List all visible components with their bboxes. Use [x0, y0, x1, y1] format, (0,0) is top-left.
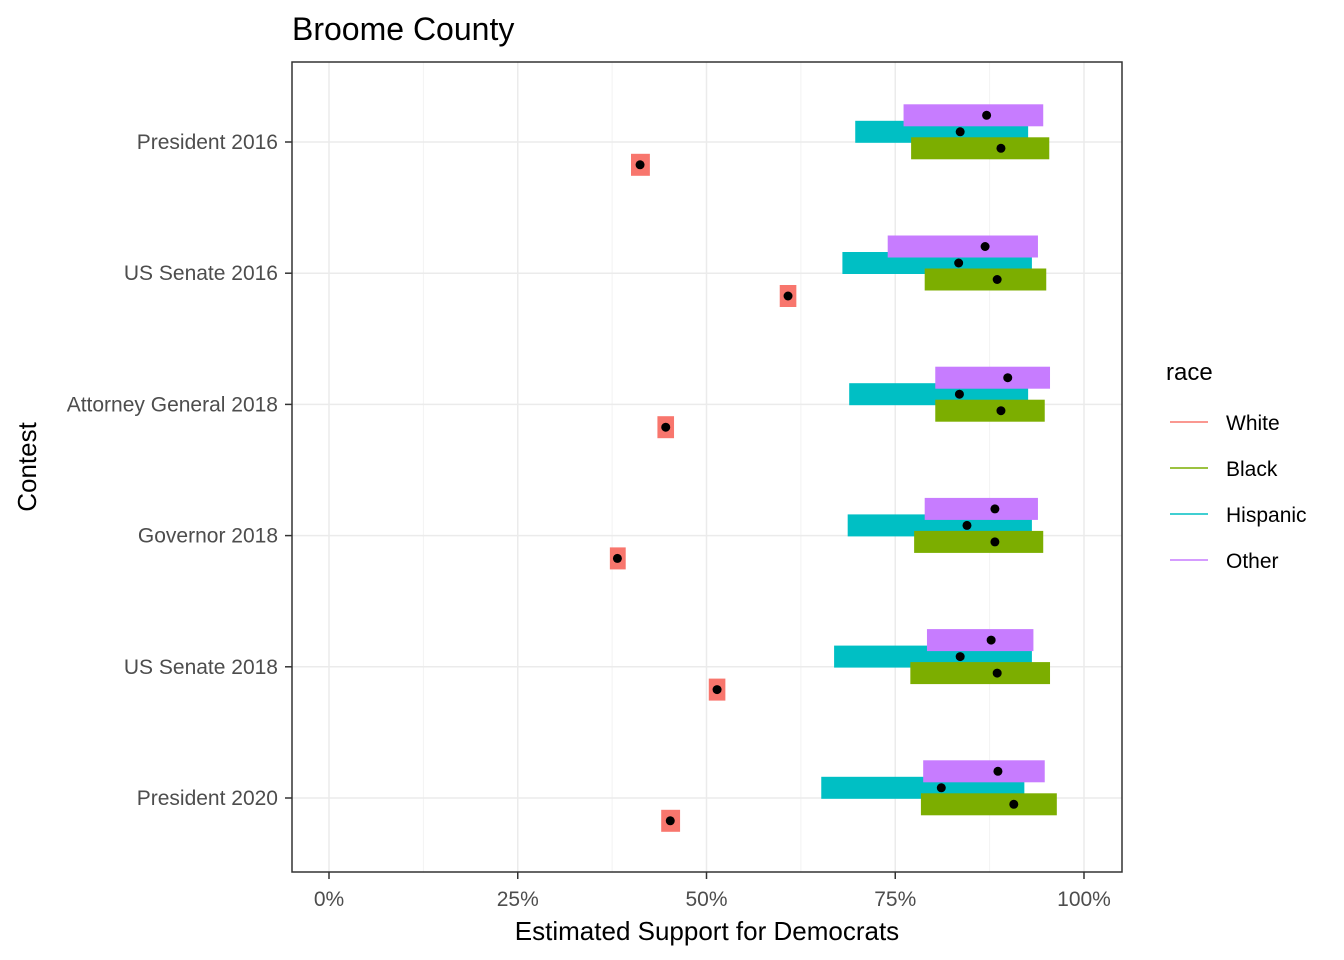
estimate-point-white	[665, 816, 675, 826]
estimate-point-other	[990, 504, 1000, 514]
legend-label-hispanic: Hispanic	[1226, 504, 1307, 527]
chart-title: Broome County	[292, 11, 514, 47]
range-bar-other	[935, 366, 1051, 389]
x-tick-label: 50%	[685, 888, 727, 911]
x-tick-label: 0%	[314, 888, 344, 911]
y-tick-label: Governor 2018	[138, 525, 278, 548]
estimate-point-black	[996, 406, 1006, 416]
estimate-point-white	[783, 291, 793, 301]
range-bar-other	[926, 629, 1034, 652]
estimate-point-black	[990, 537, 1000, 547]
estimate-point-black	[992, 275, 1002, 284]
range-bar-black	[914, 530, 1044, 553]
y-tick-label: US Senate 2018	[124, 656, 278, 679]
estimate-point-hispanic	[954, 389, 964, 399]
chart-marks	[609, 104, 1057, 832]
estimate-point-other	[986, 635, 996, 645]
estimate-point-hispanic	[954, 258, 964, 268]
estimate-point-black	[996, 143, 1006, 153]
estimate-point-hispanic	[962, 520, 972, 530]
range-bar-other	[923, 760, 1045, 783]
legend-label-other: Other	[1226, 550, 1279, 573]
grid	[292, 62, 1122, 872]
estimate-point-hispanic	[955, 652, 965, 662]
range-bar-black	[920, 793, 1057, 816]
estimate-point-black	[1009, 799, 1019, 809]
x-tick-label: 100%	[1057, 888, 1111, 911]
estimate-point-white	[661, 422, 671, 432]
legend-label-black: Black	[1226, 458, 1278, 481]
estimate-point-hispanic	[936, 783, 946, 793]
estimate-point-black	[992, 668, 1002, 678]
range-bar-black	[910, 662, 1051, 685]
range-bar-other	[903, 104, 1044, 127]
legend-title: race	[1166, 359, 1213, 386]
x-tick-label: 75%	[874, 888, 916, 911]
y-tick-label: Attorney General 2018	[67, 393, 278, 416]
estimate-point-white	[712, 685, 722, 695]
y-tick-label: President 2020	[137, 787, 278, 810]
estimate-point-white	[635, 160, 645, 170]
x-tick-label: 25%	[497, 888, 539, 911]
range-bar-black	[911, 137, 1050, 160]
estimate-point-hispanic	[955, 127, 965, 137]
x-axis-title: Estimated Support for Democrats	[515, 916, 899, 946]
y-tick-label: President 2016	[137, 131, 278, 154]
axes: 0% 25% 50% 75% 100% President 2016 US Senate 2…	[67, 131, 1111, 911]
y-axis-title: Contest	[12, 421, 42, 511]
legend-label-white: White	[1226, 412, 1280, 435]
estimate-point-white	[612, 553, 622, 563]
range-bar-other	[887, 235, 1038, 258]
range-bar-other	[924, 497, 1038, 520]
estimate-point-other	[993, 766, 1003, 776]
legend: race White Black Hispanic Other	[1166, 359, 1307, 573]
estimate-point-other	[982, 110, 992, 120]
range-bar-black	[935, 399, 1045, 422]
estimate-point-other	[980, 242, 990, 251]
range-bar-black	[924, 268, 1047, 291]
estimate-point-other	[1003, 373, 1013, 383]
y-tick-label: US Senate 2016	[124, 262, 278, 285]
